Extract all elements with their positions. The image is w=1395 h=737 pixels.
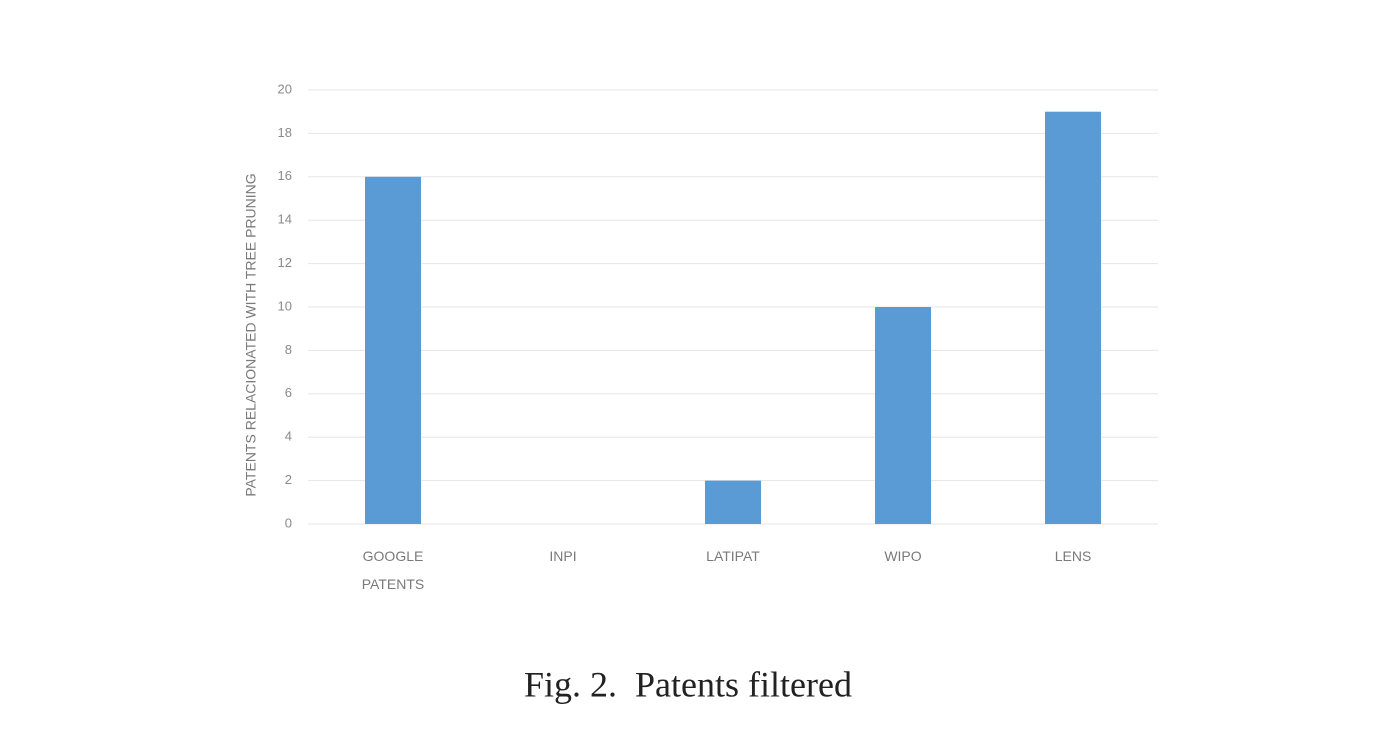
- y-tick-label: 8: [285, 342, 292, 357]
- x-tick-label: WIPO: [884, 548, 922, 564]
- y-tick-label: 2: [285, 472, 292, 487]
- x-tick-wrap: LENS: [1054, 548, 1092, 564]
- y-tick-label: 12: [278, 255, 292, 270]
- x-tick-label: GOOGLE PATENTS: [361, 548, 425, 592]
- y-tick-label: 14: [278, 212, 292, 227]
- bar: [1045, 111, 1101, 524]
- x-tick-wrap: WIPO: [884, 548, 922, 564]
- y-tick-label: 20: [278, 81, 292, 96]
- x-tick-wrap: INPI: [549, 548, 577, 564]
- x-tick-label: LATIPAT: [706, 548, 760, 564]
- bar: [365, 176, 421, 525]
- bar: [875, 307, 931, 524]
- caption: Fig. 2. Patents filtered: [524, 664, 852, 704]
- y-tick-label: 16: [278, 168, 292, 183]
- x-tick-wrap: LATIPAT: [706, 548, 760, 564]
- y-tick-label: 0: [285, 515, 292, 530]
- x-tick-wrap: GOOGLE PATENTS: [361, 548, 425, 592]
- y-tick-label: 4: [285, 429, 292, 444]
- x-tick-label: LENS: [1054, 548, 1092, 564]
- y-axis-label: PATENTS RELACIONATED WITH TREE PRUNING: [243, 173, 259, 496]
- bar: [705, 480, 761, 524]
- y-tick-label: 6: [285, 385, 292, 400]
- y-tick-label: 10: [278, 298, 292, 313]
- x-tick-label: INPI: [549, 548, 577, 564]
- y-tick-label: 18: [278, 125, 292, 140]
